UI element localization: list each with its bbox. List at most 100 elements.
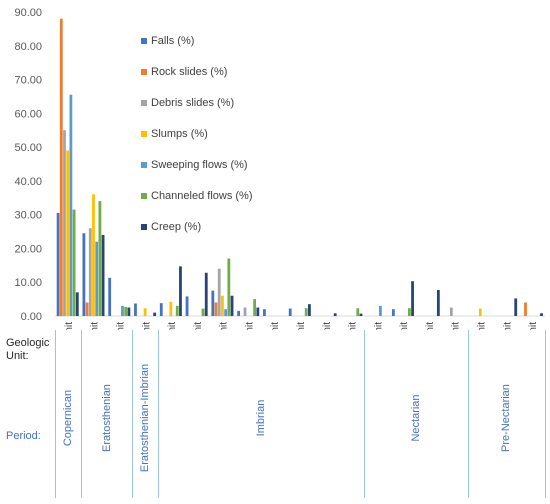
period-divider — [132, 330, 133, 498]
bar — [391, 309, 395, 316]
bar — [407, 308, 411, 316]
period-divider — [55, 330, 56, 498]
bar — [214, 302, 218, 316]
geologic-label: Geologic Unit: — [6, 337, 50, 362]
period-name: Nectarian — [410, 394, 423, 442]
bar — [230, 295, 234, 316]
x-tick-label: Mare Dome Unit — [322, 322, 333, 330]
period-name: Copernican — [61, 389, 74, 447]
bar — [72, 209, 76, 316]
bar — [108, 277, 112, 316]
x-tick-label: Basin Massif Unit — [528, 322, 539, 330]
y-tick-label: 80.00 — [14, 41, 42, 53]
bar — [263, 309, 266, 316]
period-name: Eratosthenian-Imbrian — [139, 363, 152, 473]
legend-label: Creep (%) — [151, 221, 201, 233]
x-tick-label: Crater Unit — [64, 322, 75, 330]
period-label: Period: — [6, 430, 41, 442]
legend-swatch — [141, 38, 147, 44]
bar — [253, 299, 257, 316]
bar — [175, 305, 179, 316]
bar — [449, 307, 453, 316]
bar — [69, 94, 73, 316]
bar — [333, 313, 337, 316]
bar — [101, 234, 105, 316]
legend-swatch — [141, 193, 147, 199]
bar — [121, 305, 124, 316]
x-tick-label: Mare Unit — [115, 322, 126, 330]
bar — [217, 268, 221, 316]
legend-label: Rock slides (%) — [151, 66, 227, 78]
chart-canvas: 0.00 10.00 20.00 30.00 40.00 50.00 60.00 70.00 8… — [14, 7, 545, 330]
period-divider — [468, 330, 469, 498]
bar — [159, 303, 163, 316]
y-tick-label: 90.00 — [14, 7, 42, 19]
x-tick-label: Plateau Unit — [141, 322, 152, 330]
bar — [378, 305, 382, 316]
y-tick-label: 50.00 — [14, 142, 42, 154]
legend-swatch — [141, 100, 147, 106]
bar — [66, 150, 70, 316]
bar — [304, 308, 308, 316]
x-tick-label: Crater Unit — [399, 322, 410, 330]
bar — [201, 308, 205, 316]
legend-swatch — [141, 224, 147, 230]
x-tick-label: Terra Unit — [477, 322, 488, 330]
bar — [92, 194, 95, 316]
bar — [88, 228, 92, 316]
bar — [221, 295, 224, 316]
x-tick-label: Crater Undivided Unit — [244, 322, 255, 330]
bar — [185, 296, 189, 316]
bar — [56, 212, 60, 316]
bar — [359, 313, 363, 316]
bar — [411, 281, 414, 316]
x-tick-label: Upper Crater Unit — [193, 322, 204, 330]
bars — [56, 18, 543, 317]
x-tick-label: Terra Unit — [348, 322, 359, 330]
bar — [211, 290, 215, 316]
bar — [95, 241, 99, 316]
period-divider — [81, 330, 82, 498]
legend-label: Slumps (%) — [151, 128, 208, 140]
y-tick-label: 20.00 — [14, 243, 42, 255]
bar — [127, 307, 131, 316]
legend-label: Falls (%) — [151, 35, 194, 47]
bar — [204, 272, 208, 316]
bar — [227, 258, 231, 316]
bar — [514, 298, 518, 316]
bar — [85, 302, 89, 316]
legend-label: Debris slides (%) — [151, 97, 234, 109]
bar — [143, 308, 147, 316]
bar — [436, 289, 440, 316]
x-tick-label: Dark Mantling Unit — [270, 322, 281, 330]
period-name: Imbrian — [255, 399, 268, 437]
bar — [124, 306, 128, 316]
x-tick-label: Nectaris Janssen Formation Unit — [373, 322, 384, 330]
bar — [356, 308, 360, 316]
y-axis: 0.00 10.00 20.00 30.00 40.00 50.00 60.00 70.00 8… — [14, 7, 545, 323]
x-tick-label: Basin Massif Unit — [425, 322, 436, 330]
y-tick-label: 60.00 — [14, 108, 42, 120]
x-tick-label: Lower Crater Unit — [167, 322, 178, 330]
bar — [75, 292, 79, 316]
y-tick-label: 40.00 — [14, 176, 42, 188]
bar — [524, 302, 527, 316]
period-divider — [364, 330, 365, 498]
bar — [237, 310, 241, 316]
bar — [153, 312, 157, 316]
bar — [98, 201, 102, 316]
bar — [63, 130, 66, 316]
bar — [179, 266, 182, 316]
x-tick-label: Plains Unit — [296, 322, 307, 330]
period-divider — [158, 330, 159, 498]
y-tick-label: 0.00 — [21, 311, 42, 323]
legend: Falls (%) Rock slides (%) Debris slides (%… — [141, 35, 253, 233]
x-tick-label: Crater Unit — [90, 322, 101, 330]
bar — [288, 308, 292, 316]
y-tick-label: 10.00 — [14, 277, 42, 289]
bar — [540, 313, 543, 316]
period-name: Eratosthenian — [100, 384, 113, 452]
x-tick-label: Crater Unit — [502, 322, 513, 330]
legend-swatch — [141, 162, 147, 168]
x-axis-labels: Crater Unit Crater Unit Mare Unit Plateau U… — [64, 322, 539, 330]
